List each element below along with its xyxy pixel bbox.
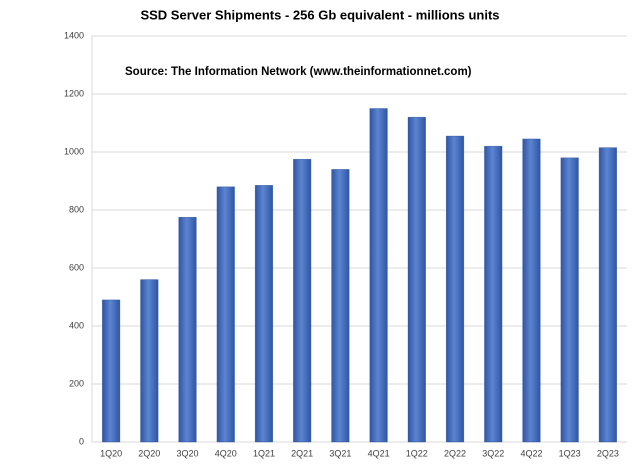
bar-shade: [369, 108, 388, 443]
y-tick-label: 200: [69, 378, 84, 388]
y-tick-label: 600: [69, 262, 84, 272]
x-tick-label: 3Q21: [329, 448, 351, 458]
y-tick-label: 0: [79, 436, 84, 446]
bar-shade: [445, 135, 465, 443]
chart-subtitle: Source: The Information Network (www.the…: [125, 66, 472, 78]
x-tick-label: 2Q23: [597, 448, 619, 458]
bar-shade: [178, 216, 197, 443]
bar-shade: [140, 279, 159, 443]
x-tick-label: 2Q21: [291, 448, 313, 458]
bar-shade: [484, 145, 503, 443]
bar-shade: [598, 147, 617, 443]
bar-shade: [216, 186, 235, 443]
bar-shade: [293, 158, 312, 443]
bar-shade: [560, 157, 579, 443]
y-tick-label: 1200: [64, 88, 84, 98]
x-tick-label: 3Q22: [482, 448, 504, 458]
x-tick-label: 1Q21: [253, 448, 275, 458]
x-tick-label: 3Q20: [177, 448, 199, 458]
x-tick-label: 4Q21: [368, 448, 390, 458]
x-tick-label: 1Q23: [559, 448, 581, 458]
bar-shade: [522, 138, 541, 443]
x-tick-label: 2Q20: [138, 448, 160, 458]
bar-shade: [102, 299, 121, 443]
x-tick-label: 1Q22: [406, 448, 428, 458]
y-tick-label: 1400: [64, 30, 84, 40]
bar-shade: [407, 116, 426, 443]
bar-shade: [254, 185, 274, 443]
x-tick-label: 4Q22: [520, 448, 542, 458]
y-tick-label: 1000: [64, 146, 84, 156]
chart-title: SSD Server Shipments - 256 Gb equivalent…: [140, 7, 499, 22]
y-tick-label: 800: [69, 204, 84, 214]
x-tick-label: 1Q20: [100, 448, 122, 458]
x-tick-label: 4Q20: [215, 448, 237, 458]
bar-shade: [331, 169, 350, 443]
x-tick-label: 2Q22: [444, 448, 466, 458]
y-tick-label: 400: [69, 320, 84, 330]
